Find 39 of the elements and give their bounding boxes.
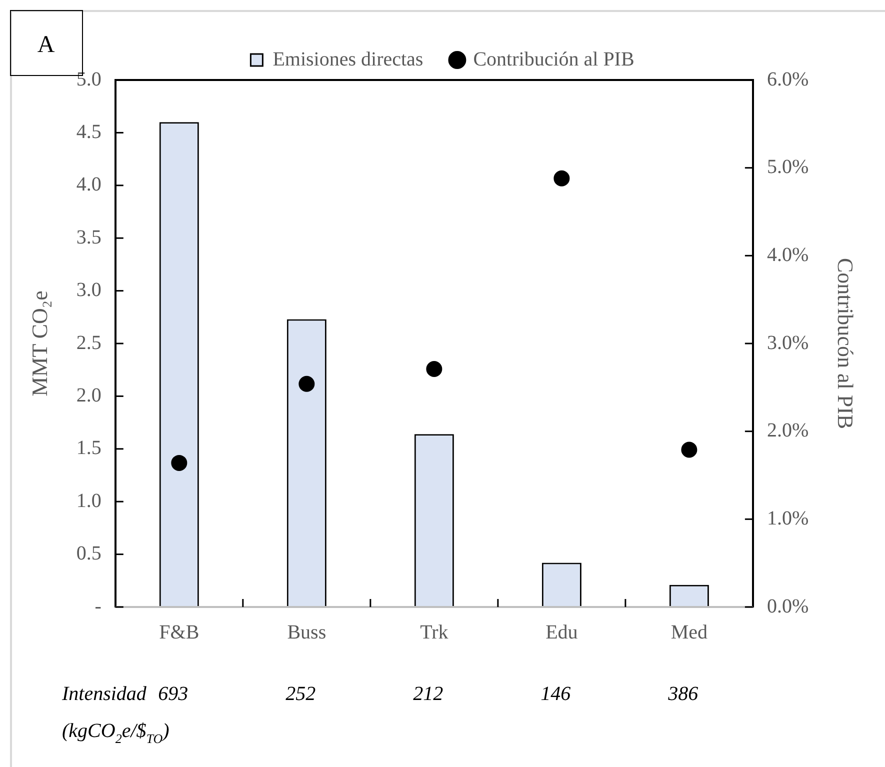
x-tick-label: Med [670, 621, 708, 644]
y-tick-label: 3.0 [76, 279, 102, 302]
point [554, 170, 570, 186]
y-tick-label: 1.0 [76, 490, 102, 512]
x-tick-label: F&B [159, 621, 200, 644]
text: 693 [158, 683, 188, 705]
y-tick-label: 3.5 [76, 226, 102, 248]
legend-label: Emisiones directas [272, 48, 424, 70]
y2-tick-label: 5.0% [766, 156, 809, 178]
y2-tick-label: 4.0% [766, 244, 809, 266]
x-tick-label: Edu [546, 621, 578, 644]
x-tick-label: Buss [287, 621, 326, 644]
y2-tick-label: 3.0% [766, 332, 809, 354]
y-tick-label: 5.0 [76, 68, 102, 90]
point [171, 454, 188, 471]
y-tick-label: 1.5 [76, 437, 102, 460]
y2-tick-label: 6.0% [766, 68, 809, 90]
text: 146 [540, 683, 571, 705]
legend-label: Contribución al PIB [473, 48, 634, 70]
y2-tick-label: 0.0% [766, 595, 809, 618]
point [681, 442, 698, 458]
y-tick-label: 4.5 [76, 120, 102, 143]
point [426, 360, 442, 377]
y2-tick-label: 2.0% [766, 420, 809, 442]
text: 212 [413, 683, 444, 705]
text: 386 [667, 683, 698, 705]
y-tick-label: 2.5 [76, 332, 102, 354]
text: Intensidad [61, 683, 148, 705]
point [298, 376, 315, 392]
y-tick-label: 4.0 [76, 174, 102, 196]
y-axis-title: MMT CO₂e [26, 290, 52, 396]
y2-axis-title: Contribucón al PIB [833, 258, 858, 430]
text: A [37, 32, 56, 58]
y-tick-label: - [94, 595, 102, 618]
y-tick-label: 2.0 [76, 384, 102, 406]
x-tick-label: Trk [420, 621, 448, 644]
y2-tick-label: 1.0% [766, 507, 809, 530]
y-tick-label: 0.5 [76, 542, 102, 565]
text: 252 [286, 683, 316, 705]
